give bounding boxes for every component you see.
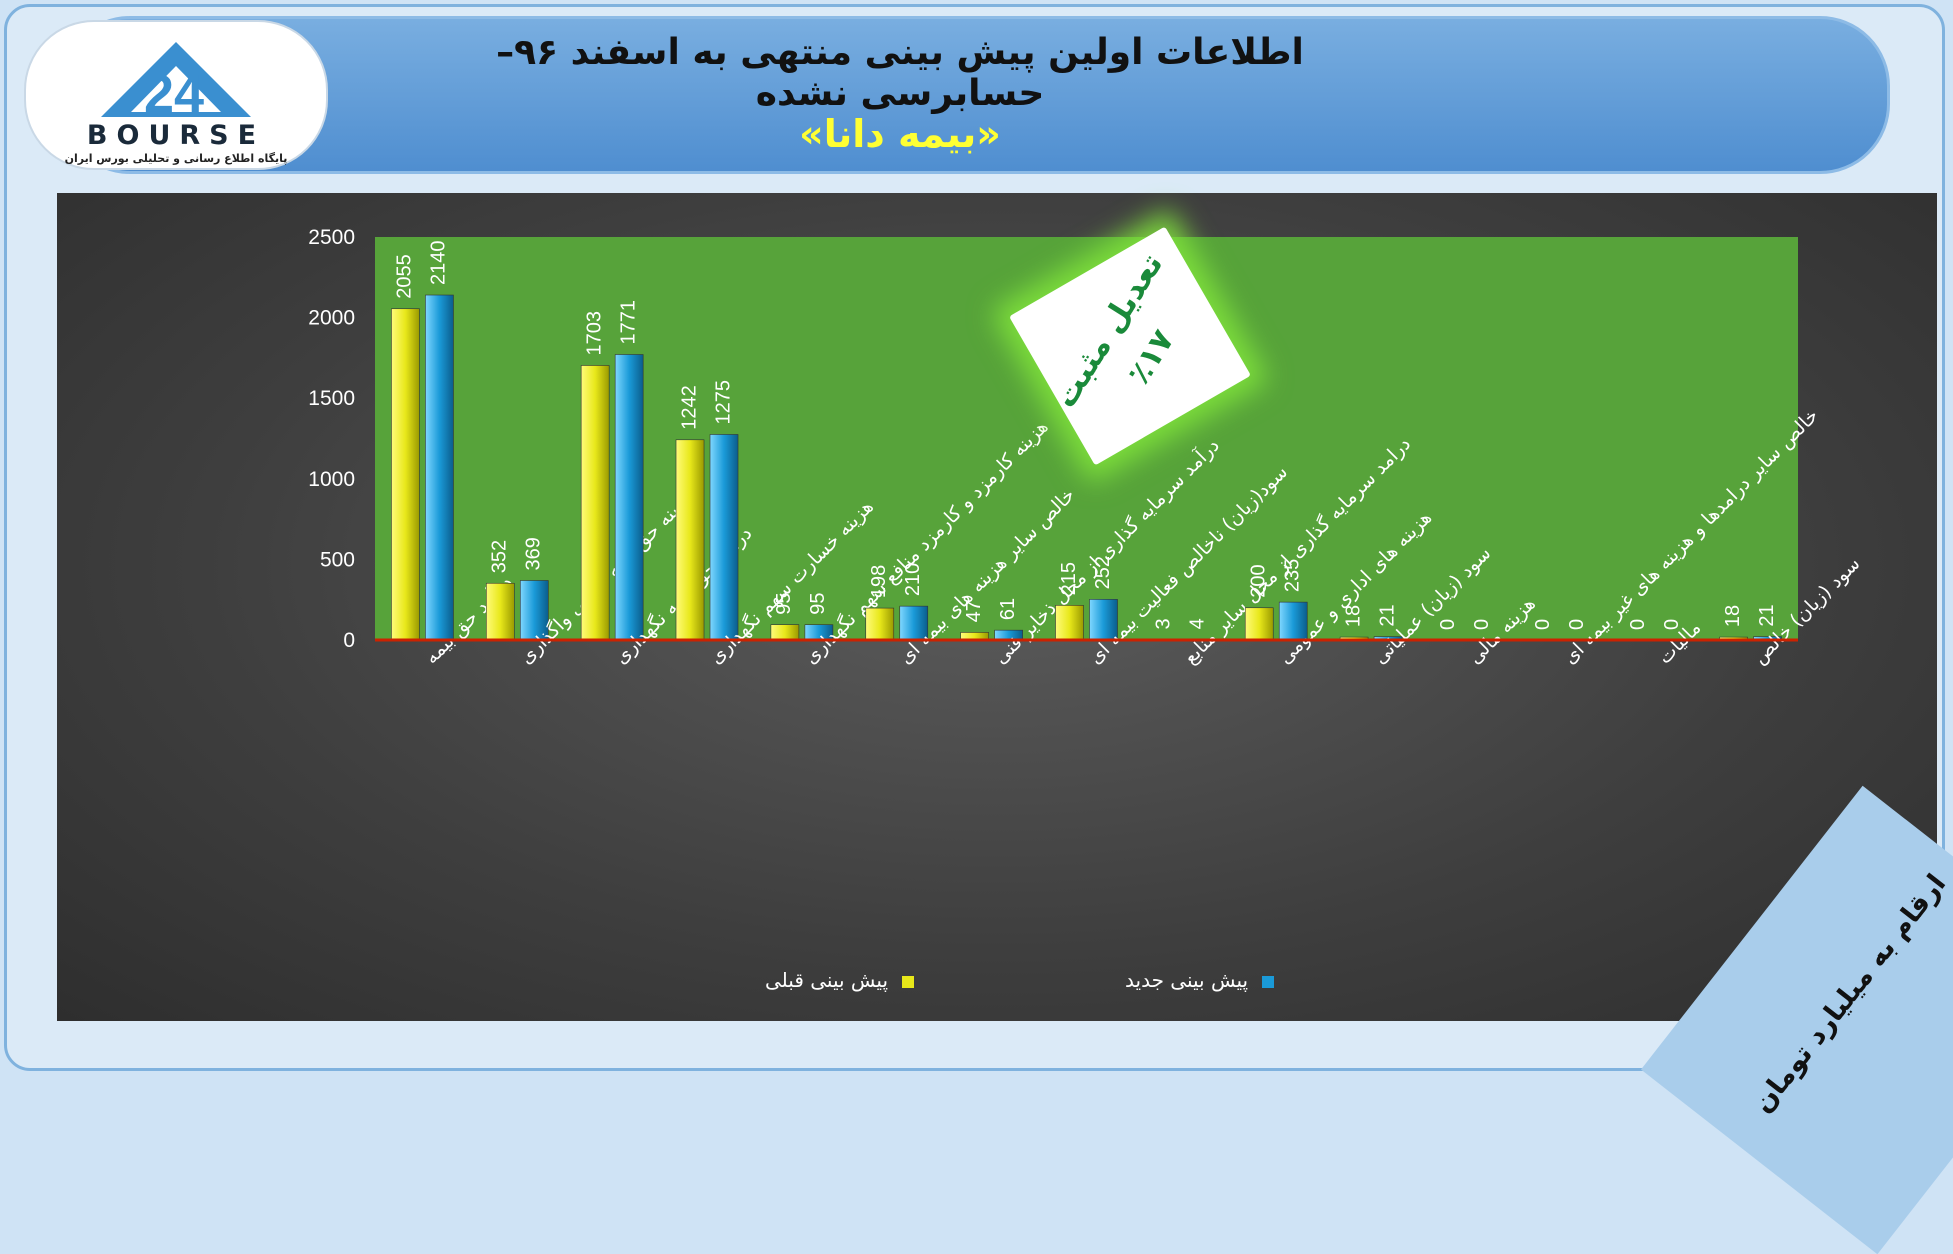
bar-prev — [391, 309, 419, 640]
data-label: 18 — [1722, 605, 1744, 627]
data-label: 1275 — [712, 380, 734, 425]
data-label: 369 — [523, 537, 545, 570]
bar-prev — [676, 440, 704, 640]
data-label: 3 — [1153, 618, 1175, 629]
y-tick-label: 500 — [320, 548, 355, 571]
y-tick-label: 1000 — [308, 468, 355, 491]
y-tick-label: 2000 — [308, 307, 355, 330]
legend-swatch-prev — [902, 976, 914, 988]
bar-prev — [1056, 605, 1084, 640]
y-tick-label: 1500 — [308, 387, 355, 410]
y-tick-label: 0 — [343, 629, 355, 652]
legend-item-new: پیش بینی جدید — [1125, 968, 1274, 992]
data-label: 21 — [1756, 604, 1778, 626]
data-label: 21 — [1376, 604, 1398, 626]
data-label: 0 — [1532, 619, 1554, 630]
bar-prev — [771, 625, 799, 640]
legend-item-prev: پیش بینی قبلی — [765, 968, 914, 992]
data-label: 1771 — [617, 300, 639, 345]
data-label: 61 — [997, 598, 1019, 620]
bar-prev — [581, 365, 609, 640]
data-label: 215 — [1058, 562, 1080, 595]
data-label: 95 — [773, 592, 795, 614]
bar-prev — [486, 583, 514, 640]
bar-prev — [1245, 608, 1273, 640]
data-label: 235 — [1282, 559, 1304, 592]
legend-swatch-new — [1262, 976, 1274, 988]
bar-new — [615, 355, 643, 640]
y-tick-label: 2500 — [308, 226, 355, 249]
data-label: 2140 — [428, 241, 450, 286]
data-label: 1703 — [583, 311, 605, 356]
adjustment-callout: تعدیل مثبت ٪۱۷ — [1040, 260, 1240, 460]
data-label: 1242 — [678, 385, 700, 430]
data-label: 2055 — [394, 254, 416, 299]
data-label: 352 — [489, 540, 511, 573]
data-label: 0 — [1627, 619, 1649, 630]
data-label: 210 — [902, 563, 924, 596]
legend-label-prev: پیش بینی قبلی — [765, 968, 888, 992]
data-label: 0 — [1437, 619, 1459, 630]
data-label: 95 — [807, 592, 829, 614]
data-label: 252 — [1092, 556, 1114, 589]
data-label: 47 — [963, 600, 985, 622]
legend-label-new: پیش بینی جدید — [1125, 968, 1248, 992]
bar-new — [425, 295, 453, 640]
data-label: 198 — [868, 565, 890, 598]
bar-new — [710, 434, 738, 640]
data-label: 18 — [1342, 605, 1364, 627]
data-label: 200 — [1248, 564, 1270, 597]
bar-prev — [866, 608, 894, 640]
